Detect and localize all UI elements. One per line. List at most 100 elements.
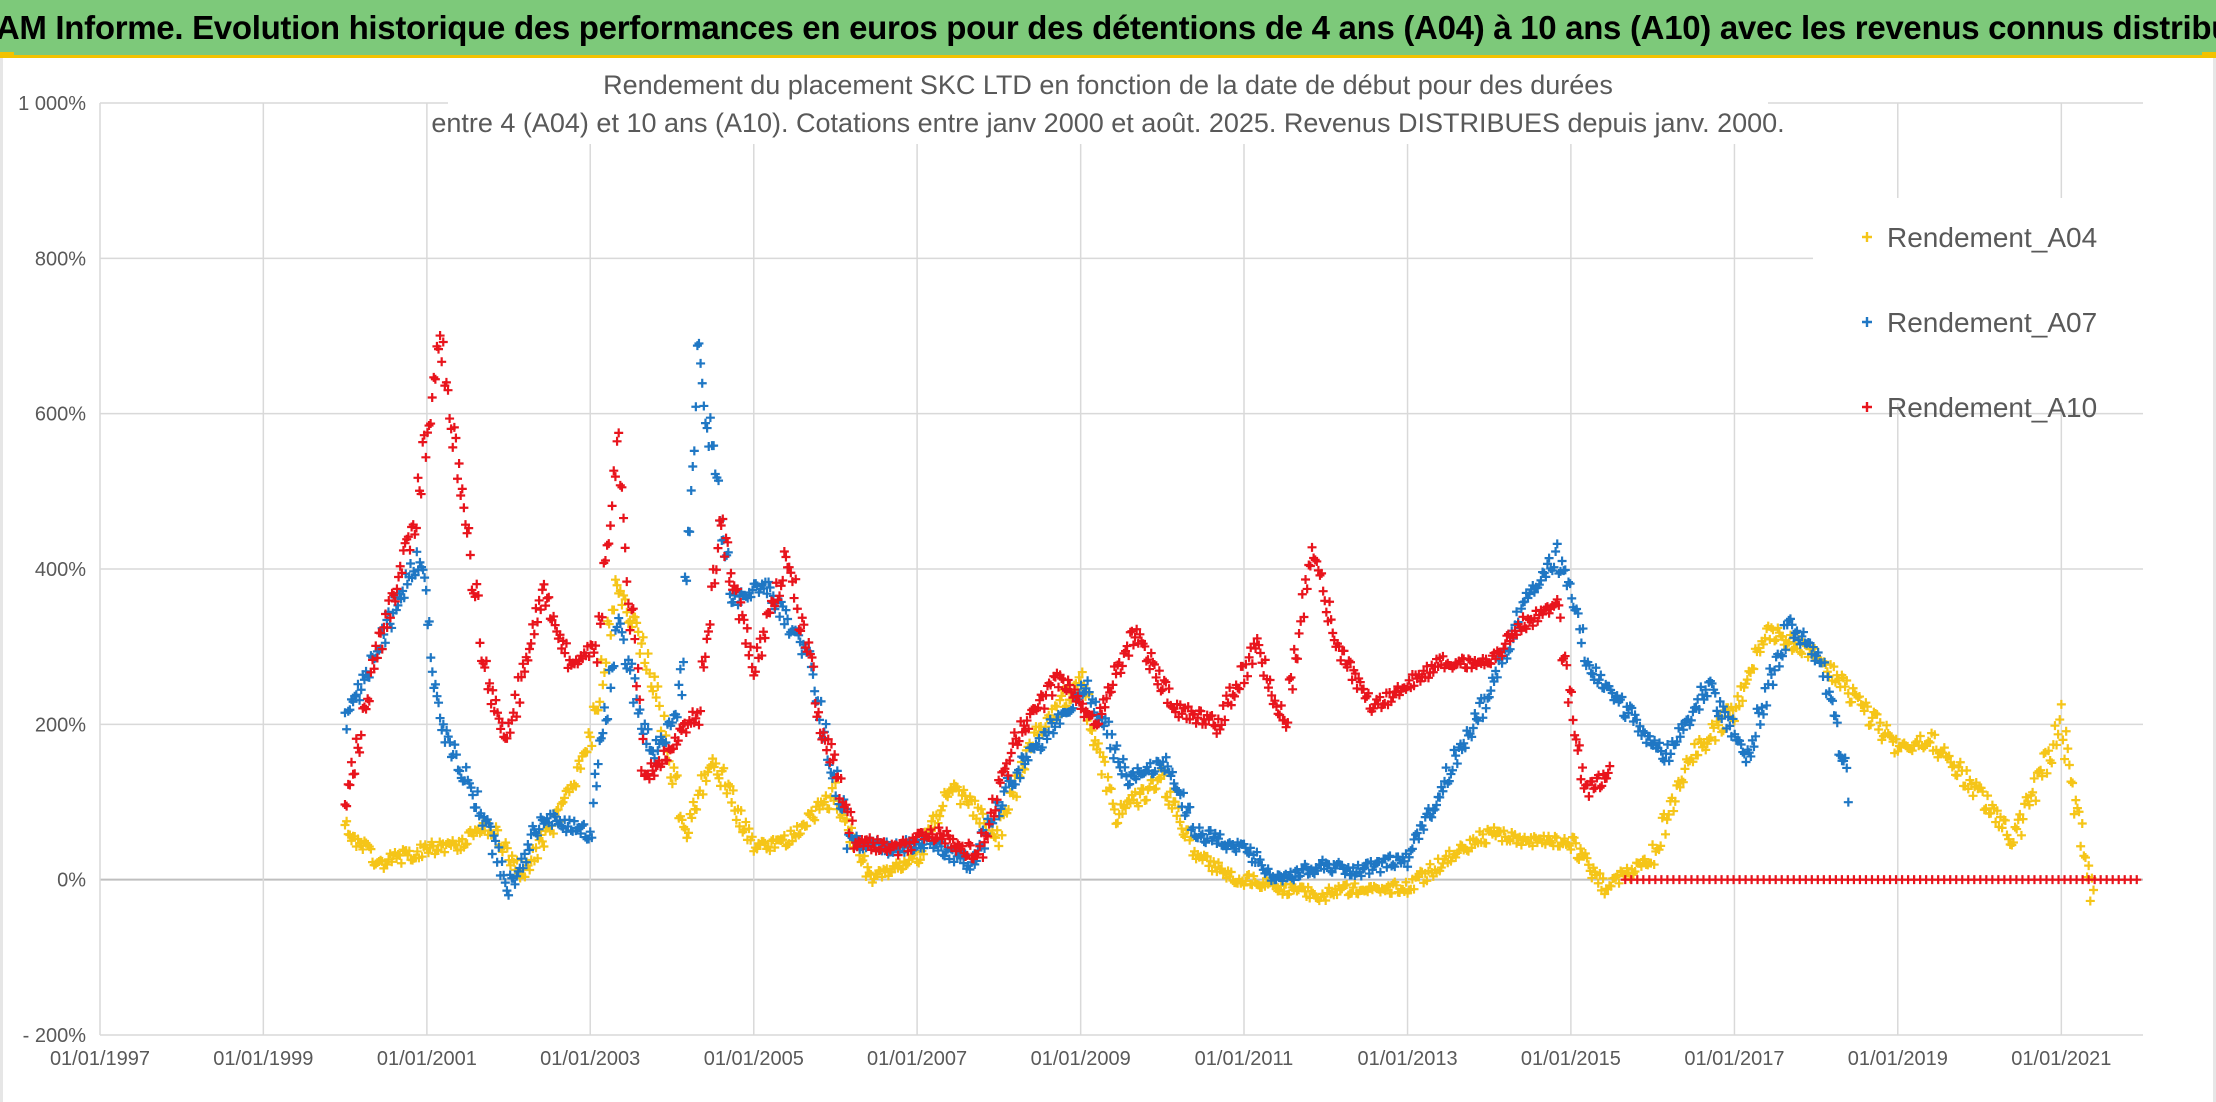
data-point xyxy=(1758,639,1768,649)
data-point xyxy=(1749,664,1759,674)
data-point xyxy=(1230,691,1240,701)
data-point xyxy=(1055,719,1065,729)
data-point xyxy=(480,662,490,672)
data-point xyxy=(1154,666,1164,676)
data-point xyxy=(656,732,666,742)
data-point xyxy=(486,822,496,832)
data-point xyxy=(1019,721,1029,731)
data-point xyxy=(1409,681,1419,691)
data-point xyxy=(524,644,534,654)
data-point xyxy=(1470,708,1480,718)
data-point xyxy=(1139,768,1149,778)
data-point xyxy=(1428,667,1438,677)
data-point xyxy=(1587,873,1597,883)
data-point xyxy=(1156,686,1166,696)
x-tick-label: 01/01/2015 xyxy=(1521,1048,1621,1070)
series-layer xyxy=(340,331,2142,906)
data-point xyxy=(1202,834,1212,844)
data-point xyxy=(641,739,651,749)
data-point xyxy=(1630,867,1640,877)
data-point xyxy=(1130,632,1140,642)
data-point xyxy=(650,753,660,763)
data-point xyxy=(784,562,794,572)
data-point xyxy=(1478,829,1488,839)
data-point xyxy=(702,423,712,433)
data-point xyxy=(758,627,768,637)
data-point xyxy=(863,862,873,872)
data-point xyxy=(1419,666,1429,676)
data-point xyxy=(410,529,420,539)
data-point xyxy=(500,878,510,888)
data-point xyxy=(496,724,506,734)
data-point xyxy=(1193,713,1203,723)
data-point xyxy=(1436,863,1446,873)
data-point xyxy=(1678,725,1688,735)
data-point xyxy=(1113,818,1123,828)
data-point xyxy=(800,642,810,652)
data-point xyxy=(1704,734,1714,744)
data-point xyxy=(814,707,824,717)
data-point xyxy=(688,462,698,472)
data-point xyxy=(1207,710,1217,720)
data-point xyxy=(492,708,502,718)
data-point xyxy=(1528,621,1538,631)
data-point xyxy=(726,568,736,578)
data-point xyxy=(762,589,772,599)
data-point xyxy=(585,827,595,837)
data-point xyxy=(358,844,368,854)
x-tick-label: 01/01/1999 xyxy=(213,1048,313,1070)
data-point xyxy=(1295,871,1305,881)
data-point xyxy=(558,797,568,807)
data-point xyxy=(1117,809,1127,819)
data-point xyxy=(940,838,950,848)
data-point xyxy=(1149,659,1159,669)
data-point xyxy=(510,690,520,700)
data-point xyxy=(2042,768,2052,778)
data-point xyxy=(1210,721,1220,731)
data-point xyxy=(1572,604,1582,614)
data-point xyxy=(1175,817,1185,827)
data-point xyxy=(1121,771,1131,781)
data-point xyxy=(1962,766,1972,776)
data-point xyxy=(830,750,840,760)
data-point xyxy=(561,638,571,648)
data-point xyxy=(507,715,517,725)
data-point xyxy=(797,649,807,659)
data-point xyxy=(2031,796,2041,806)
data-point xyxy=(1776,650,1786,660)
data-point xyxy=(983,831,993,841)
data-point xyxy=(1146,648,1156,658)
data-point xyxy=(1596,670,1606,680)
data-point xyxy=(1656,746,1666,756)
data-point xyxy=(1831,711,1841,721)
data-point xyxy=(919,843,929,853)
data-point xyxy=(494,842,504,852)
data-point xyxy=(1885,731,1895,741)
data-point xyxy=(1100,757,1110,767)
data-point xyxy=(488,685,498,695)
data-point xyxy=(1167,703,1177,713)
data-point xyxy=(2061,726,2071,736)
data-point xyxy=(752,643,762,653)
data-point xyxy=(353,743,363,753)
data-point xyxy=(905,838,915,848)
data-point xyxy=(1185,802,1195,812)
data-point xyxy=(392,584,402,594)
data-point xyxy=(836,773,846,783)
data-point xyxy=(1121,803,1131,813)
data-point xyxy=(2036,765,2046,775)
data-point xyxy=(1161,677,1171,687)
data-point xyxy=(440,847,450,857)
data-point xyxy=(927,829,937,839)
data-point xyxy=(609,605,619,615)
data-point xyxy=(607,501,617,511)
data-point xyxy=(778,835,788,845)
data-point xyxy=(1834,675,1844,685)
data-point xyxy=(1925,737,1935,747)
data-point xyxy=(601,715,611,725)
data-point xyxy=(1591,663,1601,673)
data-point xyxy=(689,446,699,456)
data-point xyxy=(1267,690,1277,700)
data-point xyxy=(701,776,711,786)
data-point xyxy=(810,815,820,825)
